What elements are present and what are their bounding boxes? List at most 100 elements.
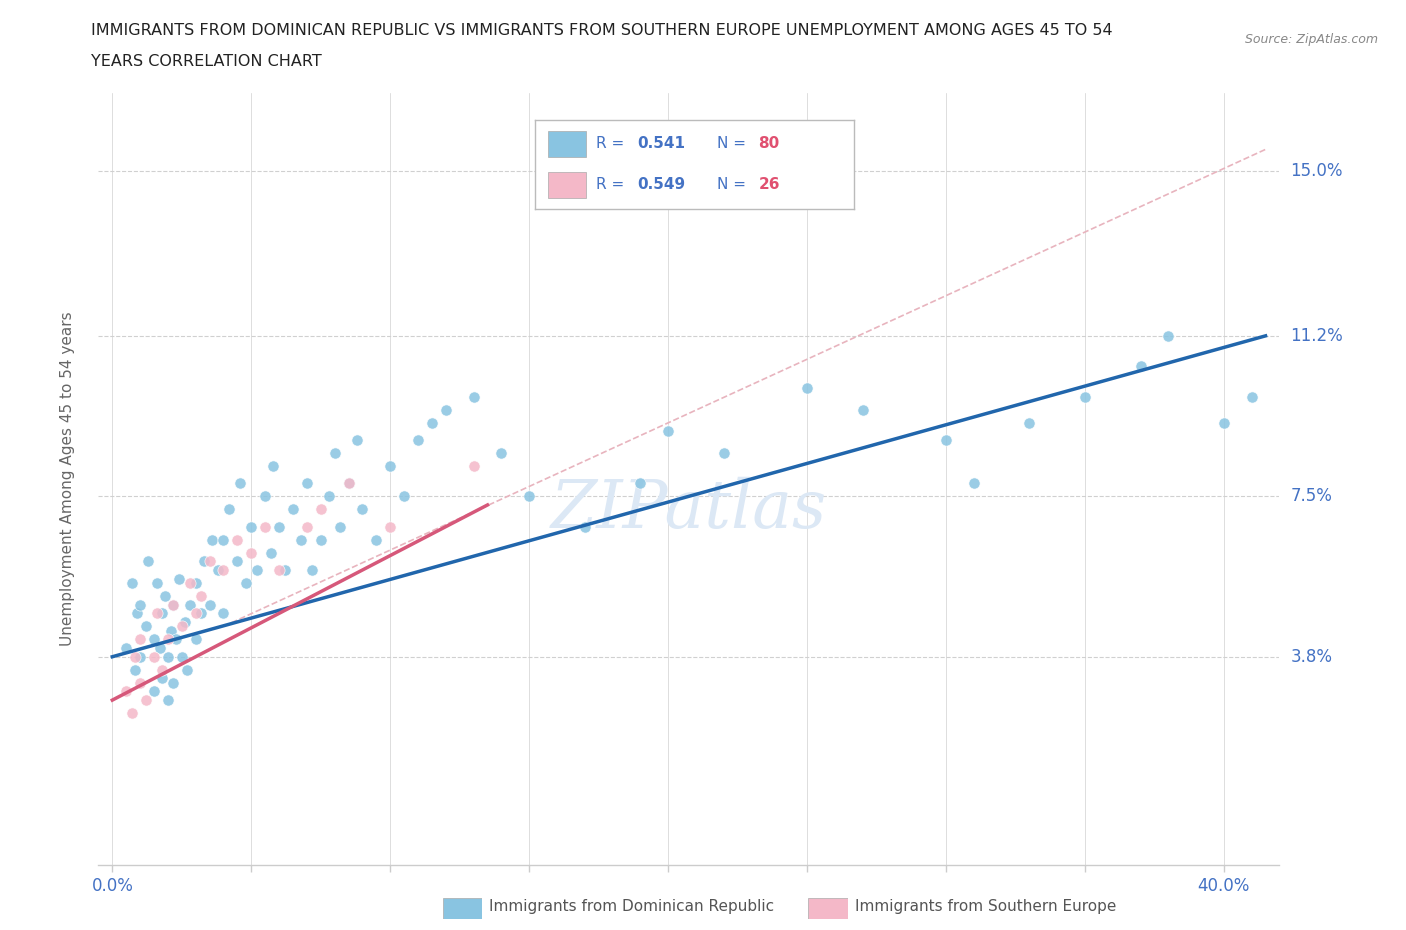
- Point: [179, 597, 201, 612]
- Point: [150, 662, 173, 677]
- Point: [129, 632, 152, 647]
- Point: [935, 432, 957, 447]
- Point: [218, 502, 240, 517]
- Point: [295, 476, 318, 491]
- Point: [226, 532, 249, 547]
- Point: [352, 502, 374, 517]
- Point: [657, 424, 679, 439]
- Point: [392, 489, 415, 504]
- Point: [207, 563, 229, 578]
- Point: [127, 606, 149, 621]
- Point: [267, 519, 290, 534]
- Point: [193, 554, 215, 569]
- Point: [267, 563, 290, 578]
- Point: [156, 632, 179, 647]
- Point: [1157, 328, 1180, 343]
- Text: Immigrants from Southern Europe: Immigrants from Southern Europe: [855, 899, 1116, 914]
- Point: [121, 706, 143, 721]
- Point: [138, 554, 160, 569]
- Point: [159, 623, 181, 638]
- Point: [162, 675, 184, 690]
- Point: [165, 632, 187, 647]
- Point: [167, 571, 190, 586]
- Point: [129, 675, 152, 690]
- Point: [240, 545, 263, 560]
- Point: [121, 576, 143, 591]
- Point: [129, 649, 152, 664]
- Point: [420, 415, 443, 430]
- Point: [143, 649, 166, 664]
- Point: [184, 606, 207, 621]
- Point: [337, 476, 360, 491]
- Point: [301, 563, 323, 578]
- Point: [434, 402, 457, 417]
- Point: [153, 589, 176, 604]
- Point: [129, 597, 152, 612]
- Point: [295, 519, 318, 534]
- Point: [148, 641, 170, 656]
- Point: [190, 606, 212, 621]
- Text: Source: ZipAtlas.com: Source: ZipAtlas.com: [1244, 33, 1378, 46]
- Point: [226, 554, 249, 569]
- Point: [260, 545, 283, 560]
- Point: [254, 489, 277, 504]
- Point: [318, 489, 340, 504]
- Point: [150, 606, 173, 621]
- Point: [190, 589, 212, 604]
- Point: [146, 606, 169, 621]
- Point: [170, 619, 193, 634]
- Point: [143, 632, 166, 647]
- Point: [254, 519, 277, 534]
- Point: [517, 489, 540, 504]
- Point: [1240, 389, 1263, 404]
- Text: 11.2%: 11.2%: [1291, 326, 1343, 345]
- Point: [162, 597, 184, 612]
- Point: [176, 662, 198, 677]
- Text: 15.0%: 15.0%: [1291, 162, 1343, 180]
- Point: [1074, 389, 1097, 404]
- Point: [491, 445, 513, 460]
- Point: [115, 684, 138, 698]
- Text: 3.8%: 3.8%: [1291, 648, 1333, 666]
- Point: [198, 554, 221, 569]
- Point: [115, 641, 138, 656]
- Point: [240, 519, 263, 534]
- Point: [796, 380, 818, 395]
- Point: [380, 458, 402, 473]
- Text: ZIPatlas: ZIPatlas: [551, 477, 827, 542]
- Point: [309, 532, 332, 547]
- Point: [212, 563, 235, 578]
- Point: [1212, 415, 1234, 430]
- Point: [406, 432, 429, 447]
- Point: [329, 519, 352, 534]
- Point: [574, 519, 596, 534]
- Point: [124, 649, 146, 664]
- Point: [463, 389, 485, 404]
- Point: [290, 532, 312, 547]
- Point: [323, 445, 346, 460]
- Point: [281, 502, 304, 517]
- Point: [212, 606, 235, 621]
- Point: [1018, 415, 1040, 430]
- Point: [173, 615, 195, 630]
- Point: [273, 563, 295, 578]
- Point: [124, 662, 146, 677]
- Point: [184, 576, 207, 591]
- Point: [963, 476, 986, 491]
- Point: [1129, 359, 1152, 374]
- Point: [146, 576, 169, 591]
- Point: [143, 684, 166, 698]
- Point: [179, 576, 201, 591]
- Point: [156, 649, 179, 664]
- Point: [135, 619, 157, 634]
- Point: [713, 445, 735, 460]
- Point: [337, 476, 360, 491]
- Point: [380, 519, 402, 534]
- Point: [184, 632, 207, 647]
- Y-axis label: Unemployment Among Ages 45 to 54 years: Unemployment Among Ages 45 to 54 years: [60, 312, 75, 646]
- Point: [309, 502, 332, 517]
- Point: [263, 458, 285, 473]
- Text: Immigrants from Dominican Republic: Immigrants from Dominican Republic: [489, 899, 775, 914]
- Text: IMMIGRANTS FROM DOMINICAN REPUBLIC VS IMMIGRANTS FROM SOUTHERN EUROPE UNEMPLOYME: IMMIGRANTS FROM DOMINICAN REPUBLIC VS IM…: [91, 23, 1114, 38]
- Point: [235, 576, 257, 591]
